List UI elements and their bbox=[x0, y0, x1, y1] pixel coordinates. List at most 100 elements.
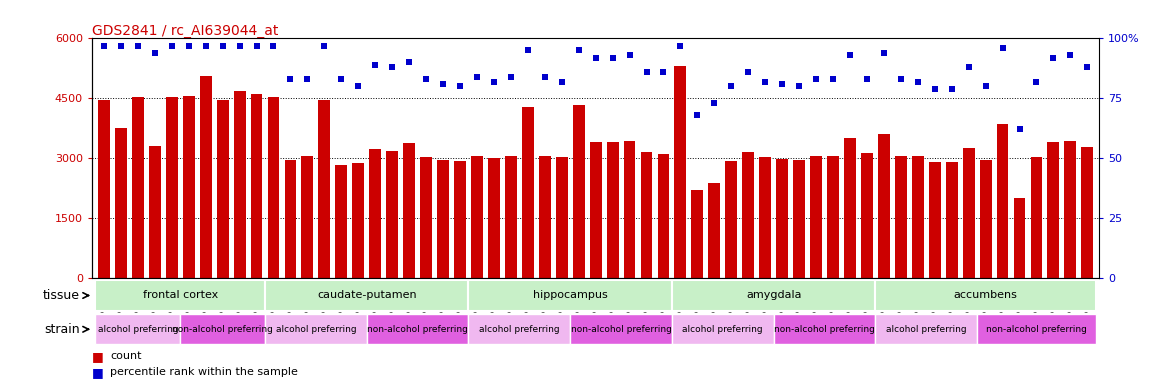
Text: GDS2841 / rc_AI639044_at: GDS2841 / rc_AI639044_at bbox=[92, 25, 279, 38]
Point bbox=[197, 43, 215, 49]
Bar bbox=[641, 152, 653, 278]
Bar bbox=[876, 314, 977, 344]
Bar bbox=[352, 164, 364, 278]
Point bbox=[840, 52, 859, 58]
Bar bbox=[265, 314, 367, 344]
Point bbox=[925, 86, 944, 92]
Point bbox=[333, 76, 351, 82]
Text: ■: ■ bbox=[92, 350, 104, 363]
Bar bbox=[302, 156, 313, 278]
Bar bbox=[607, 142, 618, 278]
Text: non-alcohol preferring: non-alcohol preferring bbox=[367, 325, 468, 334]
Text: non-alcohol preferring: non-alcohol preferring bbox=[173, 325, 273, 334]
Bar bbox=[878, 134, 890, 278]
Point bbox=[960, 64, 978, 70]
Bar bbox=[98, 100, 109, 278]
Bar bbox=[96, 280, 265, 311]
Bar bbox=[828, 156, 839, 278]
Bar bbox=[674, 66, 686, 278]
Point bbox=[298, 76, 317, 82]
Point bbox=[146, 50, 165, 56]
Bar bbox=[672, 314, 773, 344]
Bar bbox=[1030, 157, 1043, 278]
Text: strain: strain bbox=[45, 323, 79, 336]
Point bbox=[451, 83, 470, 89]
Bar bbox=[319, 100, 330, 278]
Point bbox=[519, 47, 538, 53]
Text: non-alcohol preferring: non-alcohol preferring bbox=[986, 325, 1087, 334]
Text: non-alcohol preferring: non-alcohol preferring bbox=[571, 325, 671, 334]
Bar bbox=[589, 142, 602, 278]
Point bbox=[773, 81, 792, 87]
Bar bbox=[776, 159, 788, 278]
Bar bbox=[132, 97, 144, 278]
Text: alcohol preferring: alcohol preferring bbox=[98, 325, 178, 334]
Point bbox=[570, 47, 588, 53]
Point bbox=[638, 69, 656, 75]
Point bbox=[366, 62, 384, 68]
Bar bbox=[471, 156, 483, 278]
Point bbox=[315, 43, 334, 49]
Bar bbox=[1047, 142, 1059, 278]
Text: percentile rank within the sample: percentile rank within the sample bbox=[110, 367, 298, 377]
Bar bbox=[876, 280, 1096, 311]
Bar bbox=[657, 154, 670, 278]
Bar bbox=[929, 162, 940, 278]
Point bbox=[875, 50, 893, 56]
Point bbox=[1044, 55, 1062, 61]
Bar bbox=[96, 314, 181, 344]
Point bbox=[603, 55, 622, 61]
Point bbox=[112, 43, 130, 49]
Bar bbox=[251, 94, 262, 278]
Point bbox=[976, 83, 994, 89]
Point bbox=[535, 74, 554, 80]
Point bbox=[162, 43, 181, 49]
Bar bbox=[166, 97, 177, 278]
Bar bbox=[488, 158, 500, 278]
Point bbox=[688, 112, 707, 118]
Bar bbox=[980, 160, 991, 278]
Bar bbox=[369, 149, 381, 278]
Point bbox=[94, 43, 113, 49]
Text: caudate-putamen: caudate-putamen bbox=[317, 290, 417, 301]
Bar bbox=[420, 157, 432, 278]
Text: tissue: tissue bbox=[43, 289, 79, 302]
Point bbox=[417, 76, 435, 82]
Point bbox=[399, 59, 418, 65]
Point bbox=[722, 83, 740, 89]
Bar bbox=[265, 280, 468, 311]
Point bbox=[1078, 64, 1097, 70]
Bar bbox=[844, 138, 856, 278]
Bar bbox=[267, 97, 280, 278]
Bar bbox=[573, 106, 585, 278]
Bar bbox=[234, 91, 245, 278]
Bar bbox=[335, 165, 348, 278]
Bar bbox=[1014, 198, 1026, 278]
Bar bbox=[115, 128, 127, 278]
Text: alcohol preferring: alcohol preferring bbox=[275, 325, 356, 334]
Point bbox=[213, 43, 231, 49]
Bar bbox=[773, 314, 876, 344]
Point bbox=[349, 83, 367, 89]
Bar bbox=[977, 314, 1096, 344]
Point bbox=[908, 78, 927, 84]
Point bbox=[706, 100, 724, 106]
Point bbox=[620, 52, 639, 58]
Point bbox=[739, 69, 757, 75]
Bar bbox=[148, 146, 161, 278]
Bar bbox=[556, 157, 567, 278]
Point bbox=[230, 43, 249, 49]
Point bbox=[265, 43, 283, 49]
Bar bbox=[1065, 141, 1076, 278]
Bar bbox=[810, 156, 822, 278]
Text: accumbens: accumbens bbox=[954, 290, 1017, 301]
Point bbox=[790, 83, 808, 89]
Bar bbox=[760, 157, 771, 278]
Bar bbox=[725, 161, 738, 278]
Point bbox=[180, 43, 198, 49]
Point bbox=[993, 45, 1012, 51]
Bar bbox=[793, 160, 805, 278]
Point bbox=[671, 43, 689, 49]
Point bbox=[502, 74, 520, 80]
Point bbox=[586, 55, 605, 61]
